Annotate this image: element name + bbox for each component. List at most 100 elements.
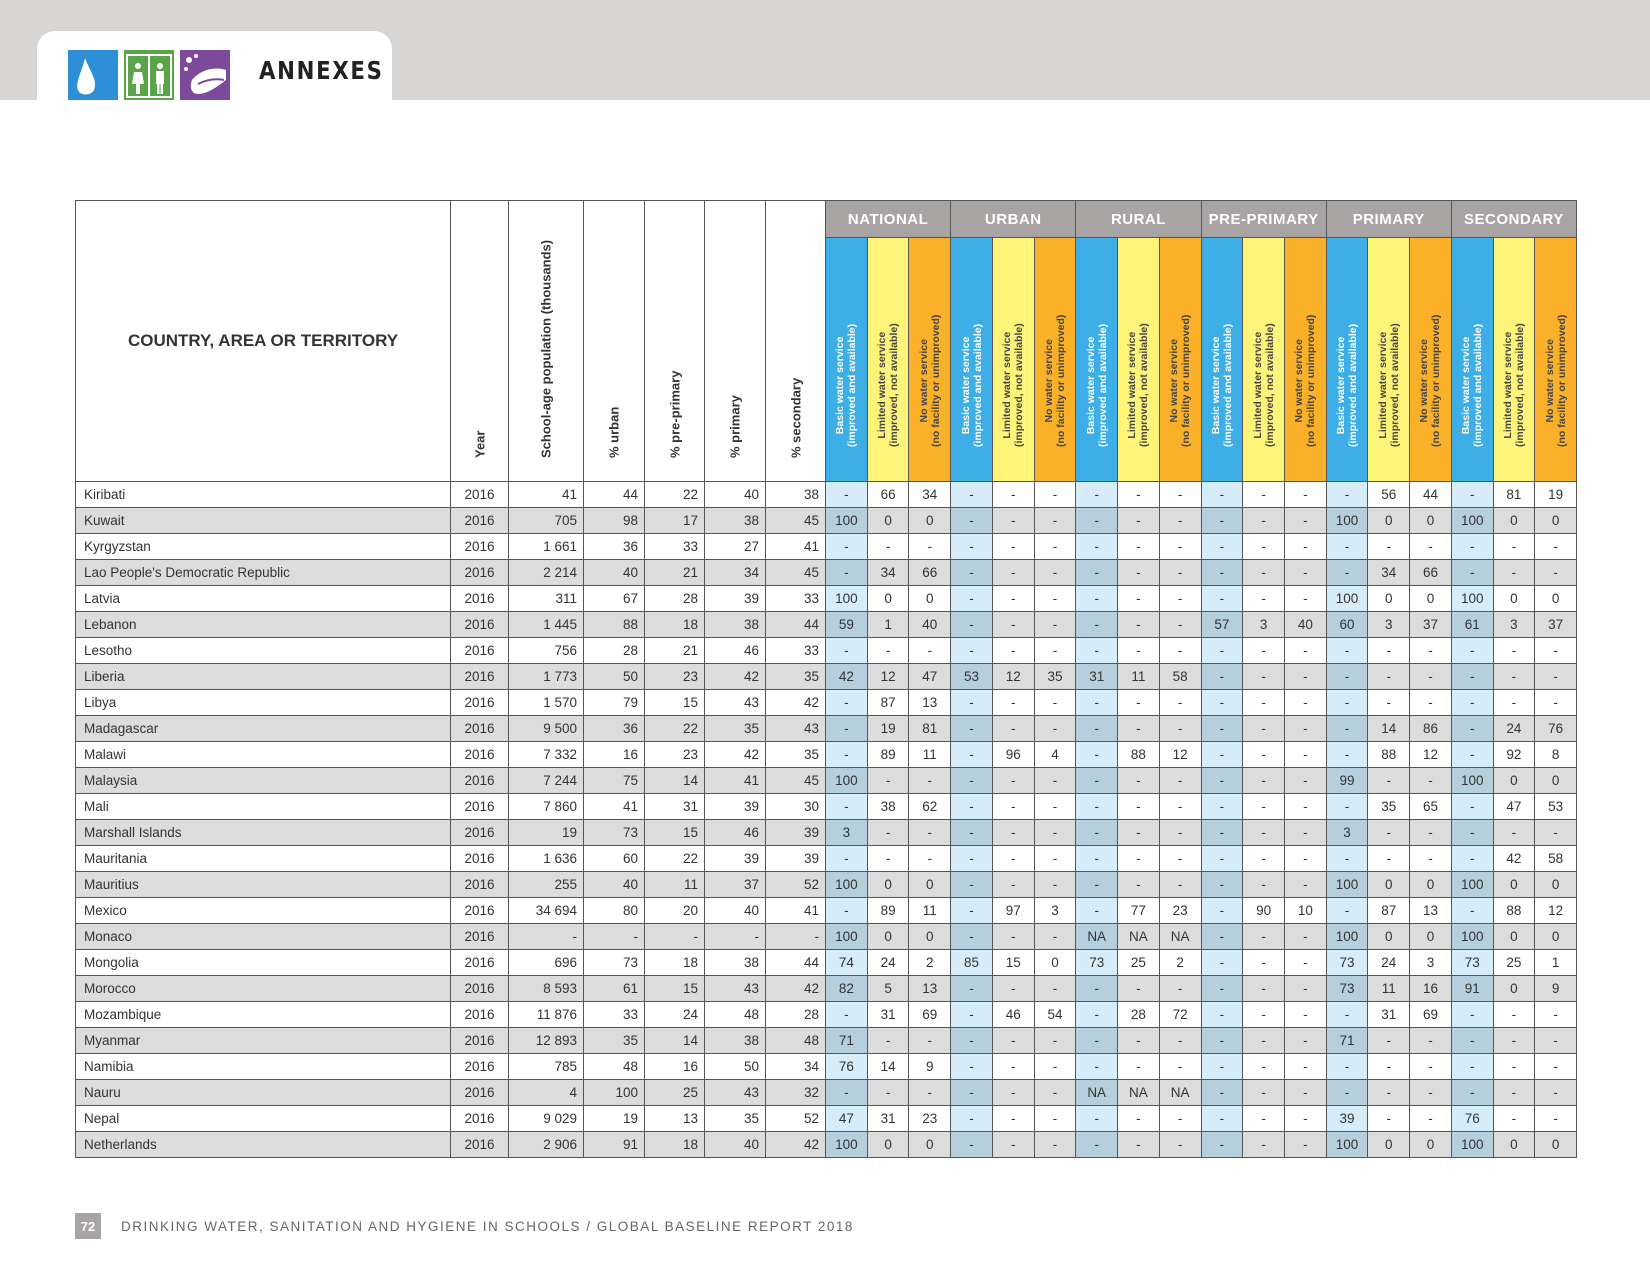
service-header-basic: Basic water service (improved and availa… xyxy=(1075,237,1119,482)
value-cell: - xyxy=(950,1079,993,1106)
value-cell: 82 xyxy=(825,975,868,1002)
value-cell: - xyxy=(950,793,993,820)
primary-cell: 37 xyxy=(704,871,766,898)
urban-cell: 61 xyxy=(583,975,645,1002)
population-cell: 7 332 xyxy=(508,741,584,768)
value-cell: - xyxy=(1242,1001,1285,1028)
value-cell: 44 xyxy=(1409,481,1452,508)
section-title: ANNEXES xyxy=(259,56,384,85)
year-cell: 2016 xyxy=(450,819,509,846)
value-cell: 31 xyxy=(866,1105,910,1132)
value-cell: - xyxy=(908,1027,952,1054)
value-cell: - xyxy=(1158,559,1202,586)
value-cell: - xyxy=(1075,845,1119,872)
value-cell: - xyxy=(1283,975,1327,1002)
value-cell: - xyxy=(950,819,993,846)
population-cell: 34 694 xyxy=(508,897,584,924)
population-cell: 8 593 xyxy=(508,975,584,1002)
value-cell: - xyxy=(1117,1027,1160,1054)
value-cell: - xyxy=(1492,689,1536,716)
value-cell: 66 xyxy=(866,481,910,508)
country-cell: Mali xyxy=(75,793,451,820)
value-cell: - xyxy=(1325,559,1369,586)
value-cell: - xyxy=(1075,767,1119,794)
urban-cell: 16 xyxy=(583,741,645,768)
value-cell: 0 xyxy=(866,871,910,898)
secondary-cell: 35 xyxy=(765,741,826,768)
value-cell: - xyxy=(1325,793,1369,820)
page-number: 72 xyxy=(75,1213,101,1239)
country-cell: Morocco xyxy=(75,975,451,1002)
secondary-cell: 39 xyxy=(765,845,826,872)
urban-cell: 50 xyxy=(583,663,645,690)
value-cell: - xyxy=(1033,689,1077,716)
value-cell: - xyxy=(1367,533,1411,560)
value-cell: - xyxy=(1283,1053,1327,1080)
value-cell: 91 xyxy=(1450,975,1494,1002)
population-cell: 11 876 xyxy=(508,1001,584,1028)
table-row: Mexico 2016 34 694 80 20 40 41-89 11-97 3-77 23-9… xyxy=(75,897,1578,924)
year-cell: 2016 xyxy=(450,923,509,950)
value-cell: - xyxy=(1158,845,1202,872)
service-header-basic: Basic water service (improved and availa… xyxy=(1450,237,1494,482)
value-cell: 37 xyxy=(1409,611,1452,638)
year-cell: 2016 xyxy=(450,689,509,716)
value-cell: 0 xyxy=(1492,975,1536,1002)
value-cell: - xyxy=(991,1105,1035,1132)
value-cell: - xyxy=(1450,897,1494,924)
country-cell: Nepal xyxy=(75,1105,451,1132)
value-cell: - xyxy=(1075,897,1119,924)
urban-cell: 28 xyxy=(583,637,645,664)
group-header-primary: PRIMARY xyxy=(1325,200,1452,238)
urban-cell: 35 xyxy=(583,1027,645,1054)
value-cell: - xyxy=(1158,637,1202,664)
value-cell: - xyxy=(1325,689,1369,716)
value-cell: - xyxy=(1158,793,1202,820)
value-cell: 25 xyxy=(1117,949,1160,976)
value-cell: 54 xyxy=(1033,1001,1077,1028)
value-cell: 71 xyxy=(1325,1027,1369,1054)
value-cell: - xyxy=(825,1079,868,1106)
value-cell: - xyxy=(1450,715,1494,742)
value-cell: - xyxy=(1158,585,1202,612)
value-cell: - xyxy=(1409,663,1452,690)
value-cell: - xyxy=(1283,1079,1327,1106)
value-cell: - xyxy=(991,715,1035,742)
value-cell: - xyxy=(1033,1105,1077,1132)
value-cell: 0 xyxy=(1367,871,1411,898)
value-cell: - xyxy=(1117,637,1160,664)
value-cell: - xyxy=(991,923,1035,950)
value-cell: - xyxy=(1075,1001,1119,1028)
urban-cell: 91 xyxy=(583,1131,645,1158)
value-cell: - xyxy=(1367,1105,1411,1132)
value-cell: - xyxy=(1117,585,1160,612)
value-cell: 81 xyxy=(908,715,952,742)
value-cell: 19 xyxy=(866,715,910,742)
table-row: Libya 2016 1 570 79 15 43 42-87 13- - - - - - - - - - - - -… xyxy=(75,689,1578,716)
value-cell: 0 xyxy=(1409,923,1452,950)
value-cell: 0 xyxy=(1534,585,1578,612)
value-cell: - xyxy=(1450,1027,1494,1054)
value-cell: - xyxy=(1033,481,1077,508)
country-column-header: COUNTRY, AREA OR TERRITORY xyxy=(75,200,451,482)
value-cell: - xyxy=(1492,533,1536,560)
value-cell: 0 xyxy=(1492,871,1536,898)
value-cell: 0 xyxy=(1534,871,1578,898)
value-cell: - xyxy=(1033,507,1077,534)
urban-cell: 40 xyxy=(583,871,645,898)
population-cell: 1 445 xyxy=(508,611,584,638)
value-cell: - xyxy=(1367,1053,1411,1080)
value-cell: - xyxy=(908,637,952,664)
service-header-none: No water service (no facility or unimpro… xyxy=(1409,237,1452,482)
table-row: Kyrgyzstan 2016 1 661 36 33 27 41- - - - - - - - - - - - -… xyxy=(75,533,1578,560)
year-cell: 2016 xyxy=(450,559,509,586)
value-cell: 57 xyxy=(1200,611,1244,638)
table-row: Marshall Islands 2016 19 73 15 46 39 3- - - - - - - - -… xyxy=(75,819,1578,846)
group-header-urban: URBAN xyxy=(950,200,1077,238)
value-cell: - xyxy=(1367,637,1411,664)
value-cell: 100 xyxy=(825,1131,868,1158)
value-cell: - xyxy=(1325,663,1369,690)
urban-cell: 48 xyxy=(583,1053,645,1080)
country-cell: Kuwait xyxy=(75,507,451,534)
value-cell: - xyxy=(1242,559,1285,586)
